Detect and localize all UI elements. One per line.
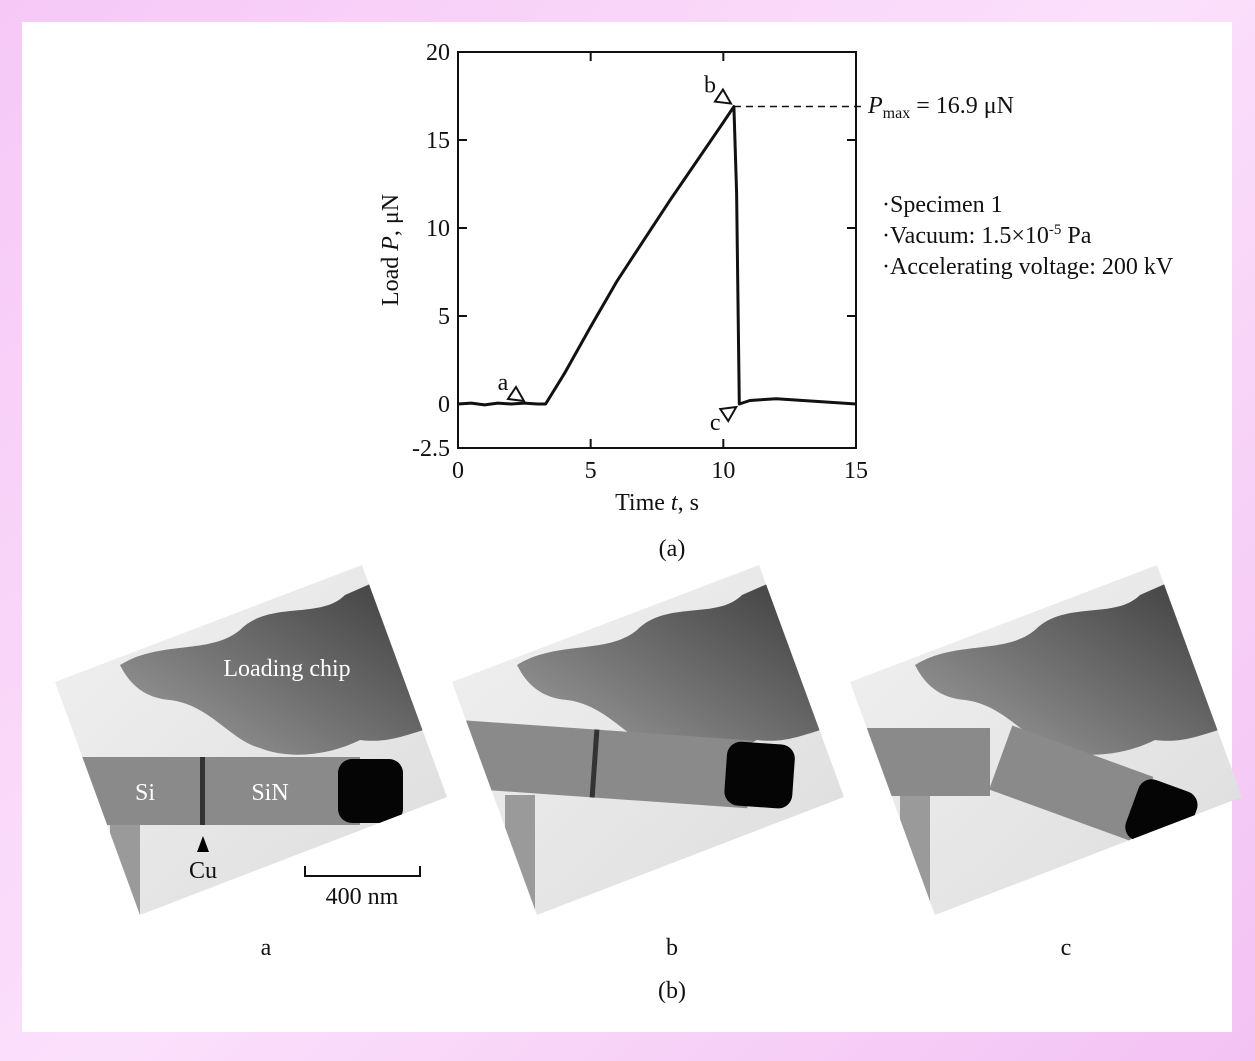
y-axis-label: Load P, μN xyxy=(378,194,404,306)
caption: (a) xyxy=(659,536,686,562)
pmax-symbol: P xyxy=(867,93,883,119)
y-tick-label: 5 xyxy=(438,304,450,330)
image-label: SiN xyxy=(251,780,288,806)
y-tick-label: 20 xyxy=(426,40,450,66)
x-tick-label: 10 xyxy=(711,458,735,484)
y-label-unit: , μN xyxy=(378,194,404,236)
pmax-text: = 16.9 μN xyxy=(916,93,1014,119)
scale-bar-label: 400 nm xyxy=(326,884,399,910)
caption: (b) xyxy=(658,978,686,1004)
panel-label: c xyxy=(1061,935,1072,961)
pmax-label: Pmax = 16.9 μN xyxy=(867,93,1014,122)
x-label-text: Time xyxy=(615,490,671,516)
cu-arrow xyxy=(197,836,209,852)
x-label-symbol: t xyxy=(671,490,679,516)
scale-bar xyxy=(304,866,421,877)
y-label-text: Load xyxy=(378,251,404,306)
x-tick-label: 15 xyxy=(844,458,868,484)
y-tick-label: 15 xyxy=(426,128,450,154)
x-tick-label: 5 xyxy=(585,458,597,484)
plot-frame xyxy=(457,51,857,449)
x-tick-label: 0 xyxy=(452,458,464,484)
y-tick-label: -2.5 xyxy=(412,436,450,462)
y-tick-label: 0 xyxy=(438,392,450,418)
image-label: Si xyxy=(135,780,155,806)
y-tick-label: 10 xyxy=(426,216,450,242)
point-marker xyxy=(506,385,526,403)
image-label: Cu xyxy=(189,858,217,884)
panel-label: a xyxy=(261,935,272,961)
y-label-symbol: P xyxy=(378,236,404,252)
point-marker xyxy=(718,405,739,423)
point-marker xyxy=(713,87,733,105)
pmax-subscript: max xyxy=(883,105,911,122)
x-label-unit: , s xyxy=(678,490,699,516)
data-line xyxy=(457,105,857,407)
note-text: Vacuum: 1.5×10 xyxy=(890,223,1049,249)
image-label: Loading chip xyxy=(223,656,350,682)
point-label: a xyxy=(498,370,509,396)
point-label: c xyxy=(710,410,721,436)
x-axis-label: Time t, s xyxy=(615,490,699,516)
note-text: Specimen 1 xyxy=(890,192,1003,218)
note: ·Specimen 1 xyxy=(882,192,1003,218)
note-text: Accelerating voltage: 200 kV xyxy=(890,254,1174,280)
note-sup: -5 xyxy=(1049,222,1062,238)
point-label: b xyxy=(704,73,716,99)
panel-label: b xyxy=(666,935,678,961)
note-text: Pa xyxy=(1061,223,1091,249)
note: ·Accelerating voltage: 200 kV xyxy=(882,254,1174,280)
